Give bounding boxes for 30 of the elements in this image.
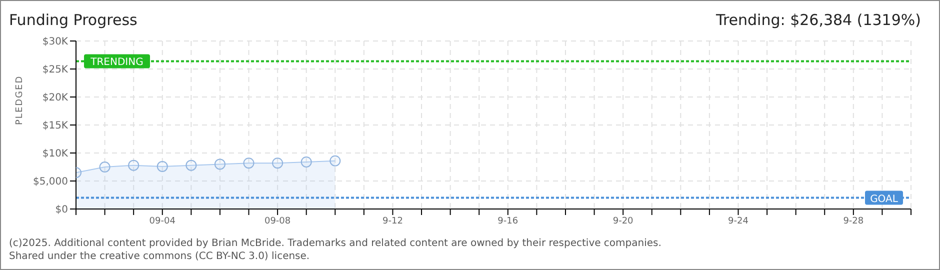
chart-title: Funding Progress	[9, 11, 138, 29]
point	[186, 160, 197, 171]
point	[156, 160, 168, 172]
y-tick-label: $15K	[42, 120, 68, 132]
x-tick-label: 9-12	[382, 216, 403, 226]
text: (c)2025. Additional content provided by Brian McBride. Trademarks and related content are owned by their respective companies.	[9, 237, 662, 250]
point	[99, 162, 110, 172]
point	[214, 158, 226, 170]
point	[128, 160, 140, 171]
y-tick-label: $5,000	[33, 176, 68, 188]
y-tick-label: $30K	[42, 36, 68, 48]
x-tick-label: 09-08	[264, 216, 291, 226]
y-tick-label: $20K	[42, 92, 68, 104]
y-tick-label: $10K	[42, 148, 68, 160]
ref-line-label: GOAL	[870, 194, 898, 205]
text: Shared under the creative commons (CC BY-NC 3.0) license.	[9, 250, 311, 263]
ref-line-label: TRENDING	[90, 57, 144, 68]
x-tick-label: 9-28	[843, 216, 864, 226]
x-tick-label: 9-16	[498, 216, 518, 226]
x-tick-label: 09-04	[149, 216, 176, 226]
y-tick-label: $0	[55, 204, 68, 216]
x-tick-label: 9-20	[612, 216, 634, 226]
chart-subtitle: Trending: $26,384 (1319%)	[716, 11, 921, 29]
x-tick-label: 9-24	[728, 216, 749, 226]
point	[300, 156, 312, 168]
point	[272, 158, 284, 169]
point	[243, 158, 254, 169]
y-tick-label: $25K	[42, 64, 68, 76]
point	[330, 155, 341, 166]
y-axis-title: PLEDGED	[15, 75, 26, 125]
